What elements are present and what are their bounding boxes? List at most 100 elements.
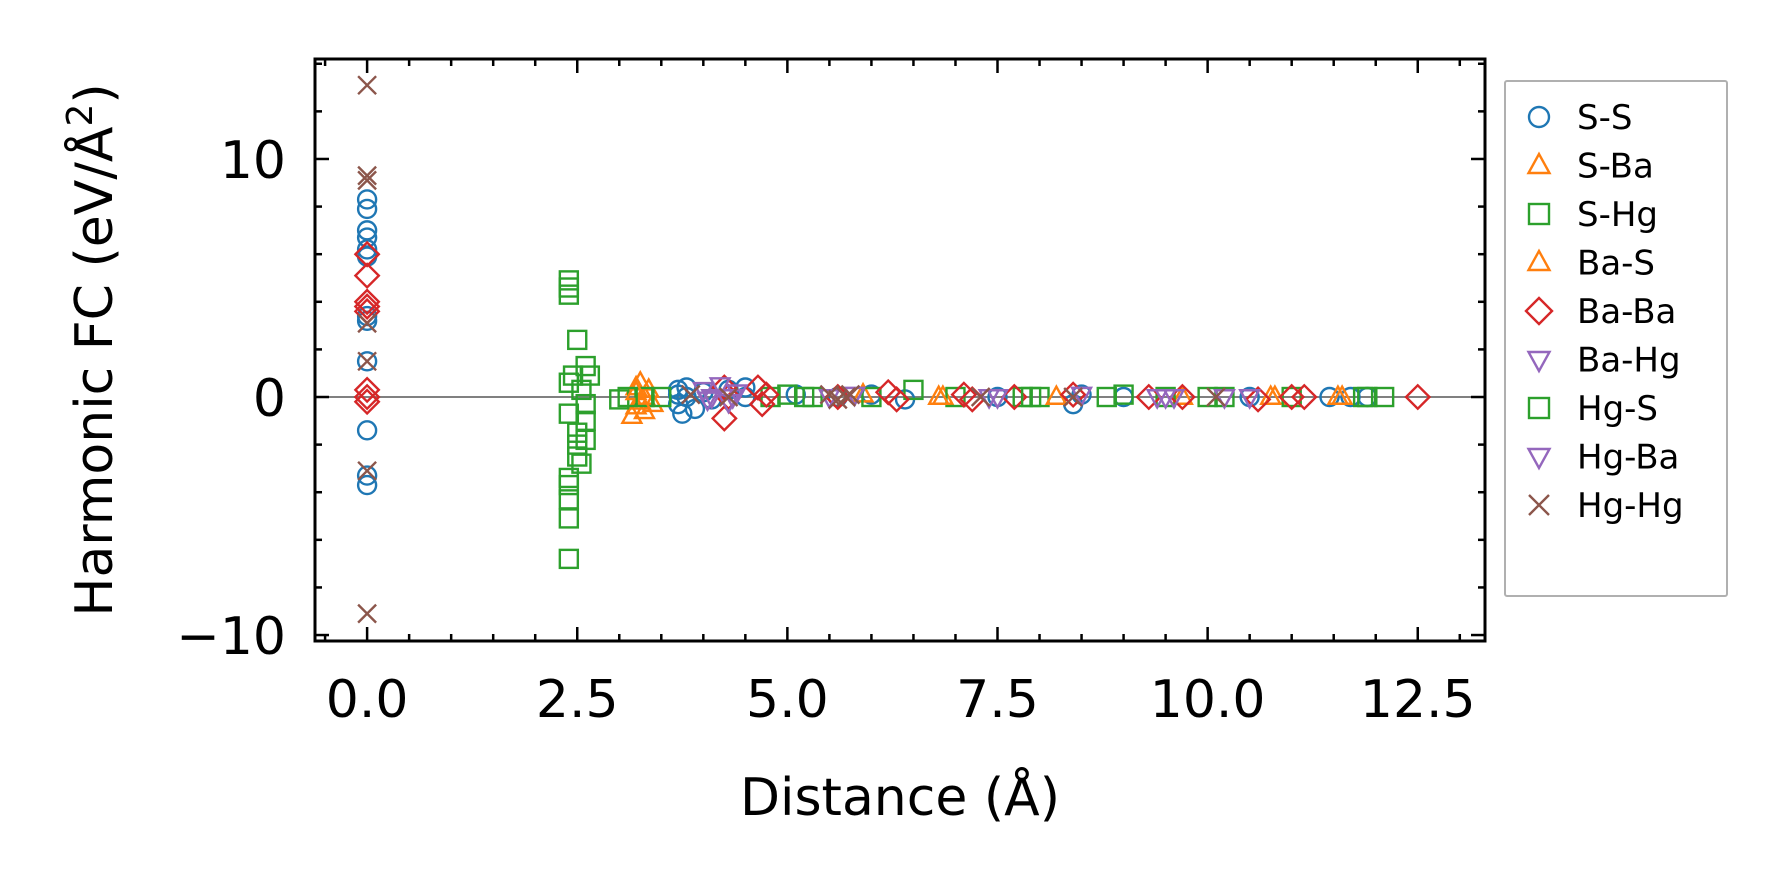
legend-marker-s-s	[1527, 105, 1551, 129]
point-s-hg	[558, 277, 580, 298]
point-hg-hg	[836, 387, 857, 407]
data-points	[353, 75, 1432, 624]
y-tick-labels: −10 0 10	[176, 131, 286, 667]
point-s-hg	[558, 284, 580, 305]
point-s-ba	[641, 391, 665, 413]
legend-label-s-s: S-S	[1577, 98, 1632, 138]
legend-label-hg-hg: Hg-Hg	[1577, 486, 1684, 526]
point-s-hg	[558, 508, 580, 529]
point-hg-ba	[986, 389, 1009, 410]
point-s-s	[356, 239, 378, 260]
point-ba-ba	[353, 293, 381, 320]
point-hg-hg	[357, 165, 377, 186]
point-ba-ba	[353, 376, 381, 404]
legend-box	[1504, 80, 1728, 597]
legend-marker-ba-s	[1526, 248, 1552, 272]
legend-marker-hg-s	[1527, 396, 1551, 420]
point-ba-ba	[710, 374, 738, 401]
point-hg-hg	[1206, 387, 1226, 407]
x-tick-label: 5.0	[746, 670, 829, 730]
point-ba-hg	[708, 377, 732, 398]
x-tick-label: 12.5	[1360, 670, 1476, 730]
series-hg-s	[562, 365, 1374, 467]
point-hg-ba	[1154, 389, 1178, 410]
point-hg-ba	[696, 391, 720, 413]
point-hg-hg	[357, 460, 377, 481]
point-ba-ba	[353, 383, 381, 411]
legend-label-s-hg: S-Hg	[1577, 195, 1658, 235]
point-ba-s	[1326, 384, 1350, 405]
point-hg-hg	[357, 313, 377, 334]
point-hg-ba	[1238, 389, 1262, 410]
point-hg-hg	[680, 384, 701, 405]
point-hg-hg	[840, 384, 861, 405]
legend-marker-ba-hg	[1526, 350, 1552, 374]
point-hg-s	[793, 386, 815, 408]
point-ba-ba	[1290, 383, 1318, 411]
legend-label-ba-s: Ba-S	[1577, 244, 1655, 284]
point-s-hg	[651, 386, 672, 408]
x-tick-label: 10.0	[1150, 670, 1266, 730]
point-hg-s	[1352, 386, 1374, 408]
point-s-s	[1319, 386, 1340, 408]
point-ba-ba	[883, 385, 911, 413]
point-s-hg	[558, 548, 580, 570]
y-tick-label: 10	[220, 131, 286, 191]
y-axis-label-close: )	[65, 83, 125, 103]
point-hg-hg	[357, 603, 377, 624]
point-s-hg	[558, 403, 580, 424]
y-axis-label-main: Harmonic FC (eV/Å	[63, 126, 125, 617]
series-ba-ba	[353, 240, 1432, 432]
point-ba-ba	[1278, 383, 1306, 411]
point-ba-ba	[1244, 385, 1272, 413]
point-ba-ba	[353, 262, 381, 290]
legend-marker-ba-ba	[1524, 296, 1554, 326]
point-s-s	[356, 189, 378, 210]
legend-label-hg-s: Hg-S	[1577, 389, 1658, 429]
point-s-hg	[1281, 386, 1302, 408]
point-s-s	[356, 420, 378, 441]
x-tick-label: 0.0	[326, 670, 409, 730]
legend-marker-hg-hg	[1528, 494, 1550, 516]
point-s-hg	[1373, 386, 1395, 408]
point-ba-ba	[950, 381, 978, 409]
series-hg-hg	[357, 75, 1226, 624]
legend-items: S-S S-Ba S-Hg Ba-S Ba-Ba Ba-Hg Hg-S Hg-Ba Hg-Hg	[1524, 98, 1684, 526]
point-s-hg	[567, 329, 588, 351]
point-ba-ba	[748, 390, 776, 418]
point-ba-hg	[717, 393, 741, 415]
point-hg-hg	[970, 387, 991, 407]
y-axis-label: Harmonic FC (eV/Å2)	[60, 83, 125, 616]
point-ba-s	[927, 384, 951, 405]
point-hg-hg	[357, 75, 377, 96]
point-ba-ba	[353, 240, 381, 268]
legend-marker-hg-ba	[1526, 447, 1552, 471]
y-tick-label: −10	[176, 607, 286, 667]
x-tick-labels: 0.0 2.5 5.0 7.5 10.0 12.5	[326, 670, 1476, 730]
x-tick-label: 2.5	[536, 670, 619, 730]
point-s-s	[356, 465, 378, 486]
legend-marker-s-hg	[1527, 202, 1551, 226]
point-s-s	[356, 351, 378, 372]
point-s-hg	[903, 379, 924, 401]
point-s-hg	[1113, 384, 1134, 405]
point-ba-ba	[710, 405, 738, 432]
point-hg-hg	[1063, 387, 1083, 407]
legend-label-ba-ba: Ba-Ba	[1577, 292, 1676, 332]
legend-label-hg-ba: Hg-Ba	[1577, 438, 1679, 478]
point-hg-s	[562, 365, 584, 386]
point-s-ba	[1170, 384, 1194, 405]
legend-label-ba-hg: Ba-Hg	[1577, 341, 1681, 381]
legend-marker-s-ba	[1526, 151, 1552, 175]
legend-label-s-ba: S-Ba	[1577, 147, 1654, 187]
point-s-s	[356, 474, 378, 496]
point-ba-ba	[353, 388, 381, 416]
y-tick-label: 0	[253, 369, 286, 429]
point-s-hg	[571, 453, 592, 474]
point-hg-s	[617, 386, 638, 408]
point-hg-hg	[357, 170, 377, 191]
point-s-hg	[558, 372, 580, 393]
point-hg-hg	[357, 351, 377, 372]
point-s-s	[356, 198, 378, 220]
point-ba-ba	[752, 381, 780, 409]
